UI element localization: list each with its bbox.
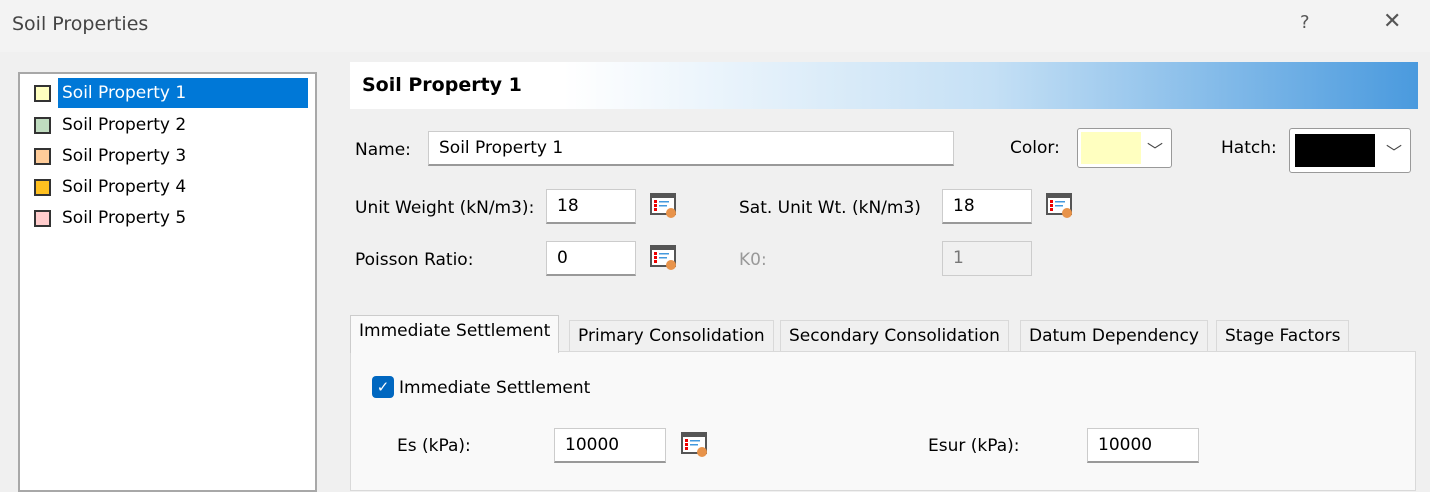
help-button[interactable]: ? xyxy=(1300,12,1310,33)
hatch-dropdown[interactable]: ﹀ xyxy=(1289,128,1411,173)
tab-datum-dependency[interactable]: Datum Dependency xyxy=(1020,320,1208,352)
page-title: Soil Property 1 xyxy=(362,74,522,96)
immediate-settlement-label: Immediate Settlement xyxy=(399,378,591,398)
list-item[interactable]: Soil Property 2 xyxy=(34,110,308,140)
color-label: Color: xyxy=(1010,138,1060,158)
function-editor-icon[interactable] xyxy=(650,193,678,219)
list-item[interactable]: Soil Property 3 xyxy=(34,141,308,171)
color-dropdown[interactable]: ﹀ xyxy=(1077,128,1172,168)
chevron-down-icon: ﹀ xyxy=(1146,141,1163,160)
list-item[interactable]: Soil Property 4 xyxy=(34,172,308,202)
poisson-ratio-input[interactable]: 0 xyxy=(546,241,636,276)
tab-primary-consolidation[interactable]: Primary Consolidation xyxy=(569,320,774,352)
tab-immediate-settlement[interactable]: Immediate Settlement xyxy=(350,315,560,353)
sat-unit-weight-input[interactable]: 18 xyxy=(942,189,1032,224)
poisson-ratio-label: Poisson Ratio: xyxy=(355,250,474,270)
header-banner: Soil Property 1 xyxy=(350,62,1418,109)
immediate-settlement-checkbox[interactable]: ✓ xyxy=(372,376,394,398)
esur-label: Esur (kPa): xyxy=(928,436,1020,456)
list-item[interactable]: Soil Property 1 xyxy=(34,78,308,108)
color-swatch xyxy=(34,147,51,165)
title-bar: Soil Properties ? ✕ xyxy=(0,0,1430,52)
k0-input: 1 xyxy=(942,241,1032,276)
name-label: Name: xyxy=(355,140,411,160)
hatch-label: Hatch: xyxy=(1221,138,1277,158)
k0-label: K0: xyxy=(739,250,767,270)
hatch-preview xyxy=(1295,134,1375,167)
name-input[interactable]: Soil Property 1 xyxy=(428,131,954,166)
list-item-label: Soil Property 4 xyxy=(62,177,187,197)
list-item-label: Soil Property 1 xyxy=(58,78,308,108)
color-swatch xyxy=(34,84,51,102)
color-swatch xyxy=(34,178,51,196)
unit-weight-input[interactable]: 18 xyxy=(546,189,636,224)
sat-unit-weight-label: Sat. Unit Wt. (kN/m3) xyxy=(739,198,921,218)
list-item-label: Soil Property 3 xyxy=(62,146,187,166)
function-editor-icon[interactable] xyxy=(1046,193,1074,219)
close-button[interactable]: ✕ xyxy=(1383,9,1402,34)
tab-secondary-consolidation[interactable]: Secondary Consolidation xyxy=(780,320,1009,352)
tab-panel xyxy=(350,351,1416,491)
function-editor-icon[interactable] xyxy=(681,432,709,458)
window-title: Soil Properties xyxy=(12,13,149,35)
list-item-label: Soil Property 2 xyxy=(62,115,187,135)
esur-input[interactable]: 10000 xyxy=(1087,428,1199,463)
list-item[interactable]: Soil Property 5 xyxy=(34,203,308,233)
unit-weight-label: Unit Weight (kN/m3): xyxy=(355,198,535,218)
es-input[interactable]: 10000 xyxy=(554,428,666,463)
list-item-label: Soil Property 5 xyxy=(62,208,187,228)
es-label: Es (kPa): xyxy=(397,436,471,456)
soil-property-list[interactable]: Soil Property 1 Soil Property 2 Soil Pro… xyxy=(18,72,317,492)
color-swatch xyxy=(34,116,51,134)
color-preview xyxy=(1081,132,1141,164)
chevron-down-icon: ﹀ xyxy=(1385,143,1402,162)
tab-stage-factors[interactable]: Stage Factors xyxy=(1216,320,1350,352)
function-editor-icon[interactable] xyxy=(650,245,678,271)
color-swatch xyxy=(34,209,51,227)
